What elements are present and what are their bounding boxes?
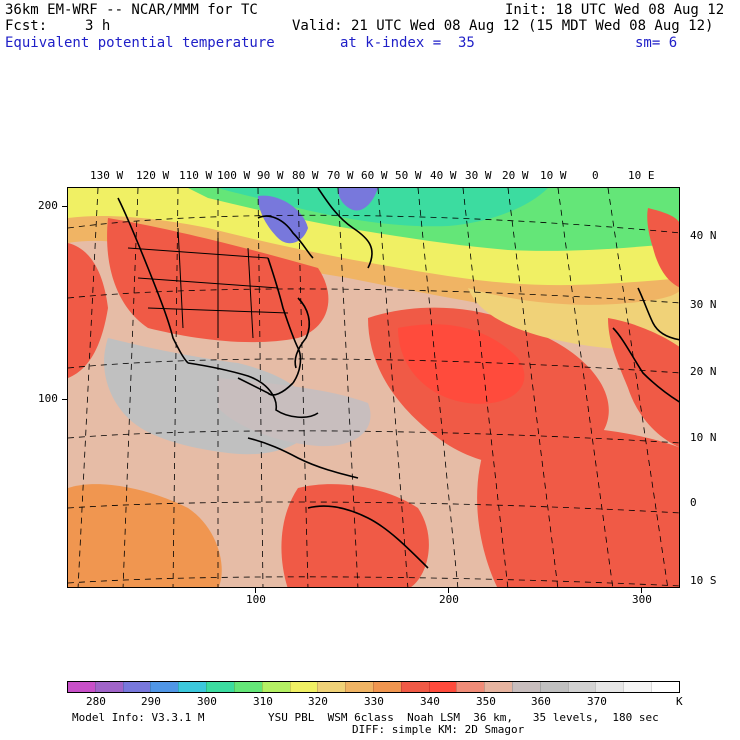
lon-label-60w: 60 W bbox=[361, 169, 388, 182]
colorbar-swatch-7 bbox=[261, 682, 290, 692]
colorbar-swatch-1 bbox=[94, 682, 123, 692]
level-index: at k-index = 35 bbox=[340, 35, 475, 51]
colorbar-label-310: 310 bbox=[253, 695, 273, 708]
lon-label-120w: 120 W bbox=[136, 169, 170, 182]
colorbar-swatch-6 bbox=[233, 682, 262, 692]
equivalent-potential-temperature-map bbox=[67, 187, 680, 588]
colorbar-swatch-13 bbox=[428, 682, 457, 692]
colorbar-swatch-20 bbox=[623, 682, 652, 692]
colorbar-swatch-0 bbox=[68, 682, 95, 692]
valid-time: Valid: 21 UTC Wed 08 Aug 12 (15 MDT Wed … bbox=[292, 18, 714, 34]
field-south-america-warm bbox=[281, 484, 429, 587]
grid-tick-y-200 bbox=[62, 206, 67, 207]
lon-label-10e: 10 E bbox=[628, 169, 655, 182]
lat-label-40n: 40 N bbox=[690, 229, 717, 242]
field-caribbean-grey bbox=[218, 378, 371, 447]
forecast-label: Fcst: bbox=[5, 18, 48, 34]
grid-label-y-100: 100 bbox=[38, 392, 58, 405]
field-southeast-warm bbox=[477, 427, 679, 587]
colorbar-label-290: 290 bbox=[141, 695, 161, 708]
lat-lon-grid bbox=[68, 188, 679, 587]
model-info: Model Info: V3.3.1 M bbox=[72, 711, 205, 724]
colorbar-swatch-14 bbox=[456, 682, 485, 692]
init-time: Init: 18 UTC Wed 08 Aug 12 bbox=[505, 2, 725, 18]
colorbar-swatch-15 bbox=[484, 682, 512, 692]
colorbar-unit: K bbox=[676, 695, 683, 708]
lon-label-70w: 70 W bbox=[327, 169, 354, 182]
lon-label-40w: 40 W bbox=[430, 169, 457, 182]
lon-label-80w: 80 W bbox=[292, 169, 319, 182]
lon-label-90w: 90 W bbox=[257, 169, 284, 182]
colorbar-swatch-10 bbox=[345, 682, 373, 692]
lat-label-30n: 30 N bbox=[690, 298, 717, 311]
grid-tick-y-100 bbox=[62, 399, 67, 400]
colorbar-swatch-18 bbox=[567, 682, 596, 692]
field-west-coast-warm bbox=[68, 243, 108, 378]
lon-label-30w: 30 W bbox=[465, 169, 492, 182]
colorbar-label-330: 330 bbox=[364, 695, 384, 708]
lon-label-110w: 110 W bbox=[179, 169, 213, 182]
grid-tick-x-100 bbox=[255, 588, 256, 593]
lon-label-0: 0 bbox=[592, 169, 599, 182]
colorbar-label-280: 280 bbox=[86, 695, 106, 708]
map-field-svg bbox=[68, 188, 679, 587]
colorbar-label-300: 300 bbox=[197, 695, 217, 708]
colorbar-swatch-8 bbox=[289, 682, 318, 692]
colorbar-swatch-9 bbox=[317, 682, 346, 692]
model-title: 36km EM-WRF -- NCAR/MMM for TC bbox=[5, 2, 258, 18]
field-atlantic-core bbox=[398, 324, 525, 404]
grid-tick-x-300 bbox=[641, 588, 642, 593]
field-greenland-cold bbox=[338, 188, 378, 211]
lat-label-0: 0 bbox=[690, 496, 697, 509]
colorbar bbox=[67, 681, 680, 693]
lon-label-50w: 50 W bbox=[395, 169, 422, 182]
colorbar-label-370: 370 bbox=[587, 695, 607, 708]
field-europe-warm bbox=[647, 208, 679, 288]
lat-label-20n: 20 N bbox=[690, 365, 717, 378]
grid-label-y-200: 200 bbox=[38, 199, 58, 212]
colorbar-swatch-21 bbox=[651, 682, 679, 692]
field-pacific-orange bbox=[68, 484, 222, 587]
colorbar-swatch-5 bbox=[206, 682, 234, 692]
colorbar-swatch-12 bbox=[400, 682, 429, 692]
lat-label-10s: 10 S bbox=[690, 574, 717, 587]
grid-label-x-200: 200 bbox=[439, 593, 459, 606]
lat-label-10n: 10 N bbox=[690, 431, 717, 444]
colorbar-swatch-16 bbox=[512, 682, 540, 692]
physics-info: YSU PBL WSM 6class Noah LSM 36 km, 35 le… bbox=[268, 711, 659, 724]
lon-label-10w: 10 W bbox=[540, 169, 567, 182]
field-north-teal bbox=[218, 188, 548, 227]
smoothing-value: sm= 6 bbox=[635, 35, 678, 51]
colorbar-label-360: 360 bbox=[531, 695, 551, 708]
field-name: Equivalent potential temperature bbox=[5, 35, 275, 51]
colorbar-swatch-2 bbox=[122, 682, 151, 692]
colorbar-swatch-19 bbox=[595, 682, 624, 692]
colorbar-label-340: 340 bbox=[420, 695, 440, 708]
forecast-hour: 3 h bbox=[85, 18, 111, 34]
field-africa-warm bbox=[608, 318, 679, 448]
lon-label-20w: 20 W bbox=[502, 169, 529, 182]
grid-tick-x-200 bbox=[448, 588, 449, 593]
lon-label-130w: 130 W bbox=[90, 169, 124, 182]
grid-label-x-300: 300 bbox=[632, 593, 652, 606]
colorbar-swatch-4 bbox=[178, 682, 207, 692]
grid-label-x-100: 100 bbox=[246, 593, 266, 606]
colorbar-swatch-11 bbox=[372, 682, 401, 692]
field-hudson-cold bbox=[258, 195, 308, 244]
lon-label-100w: 100 W bbox=[217, 169, 251, 182]
colorbar-swatch-3 bbox=[150, 682, 179, 692]
colorbar-label-320: 320 bbox=[308, 695, 328, 708]
colorbar-swatch-17 bbox=[539, 682, 568, 692]
diffusion-info: DIFF: simple KM: 2D Smagor bbox=[352, 723, 525, 736]
colorbar-label-350: 350 bbox=[476, 695, 496, 708]
